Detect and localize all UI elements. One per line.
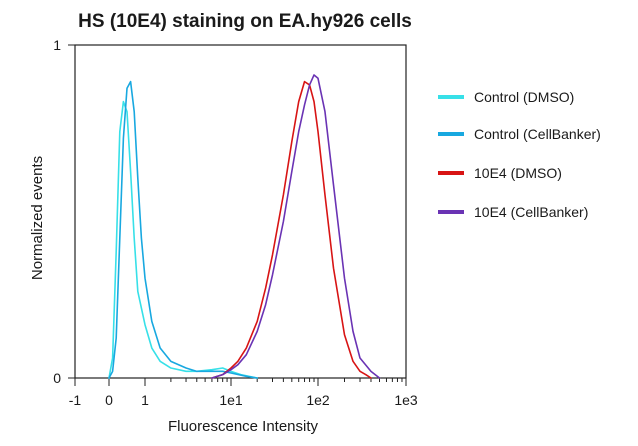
y-tick-label: 0 [53, 370, 61, 386]
x-tick-label: 1e3 [394, 392, 418, 408]
legend-label-3: 10E4 (DMSO) [474, 165, 562, 181]
series-lines [108, 74, 381, 379]
chart-title: HS (10E4) staining on EA.hy926 cells [78, 11, 412, 32]
legend-label-2: Control (CellBanker) [474, 126, 601, 142]
y-tick-label: 1 [53, 37, 61, 53]
x-tick-label: 1e2 [306, 392, 330, 408]
x-tick-label: 0 [105, 392, 113, 408]
x-tick-label: -1 [69, 392, 82, 408]
x-tick-label: 1e1 [219, 392, 243, 408]
x-tick-label: 1 [141, 392, 149, 408]
series-line-3 [211, 80, 372, 379]
legend-label-1: Control (DMSO) [474, 89, 574, 105]
y-axis-label: Normalized events [29, 156, 46, 280]
plot-frame [74, 44, 407, 379]
legend-label-4: 10E4 (CellBanker) [474, 204, 588, 220]
x-axis-label: Fluorescence Intensity [168, 418, 319, 435]
y-axis-ticks: 01 [53, 37, 75, 386]
x-axis-ticks: -1 0 1 1e1 1e2 1e3 [69, 378, 418, 408]
series-line-2 [108, 80, 258, 379]
legend: Control (DMSO) Control (CellBanker) 10E4 (… [438, 89, 601, 220]
series-line-4 [211, 74, 381, 379]
series-line-1 [108, 100, 258, 379]
